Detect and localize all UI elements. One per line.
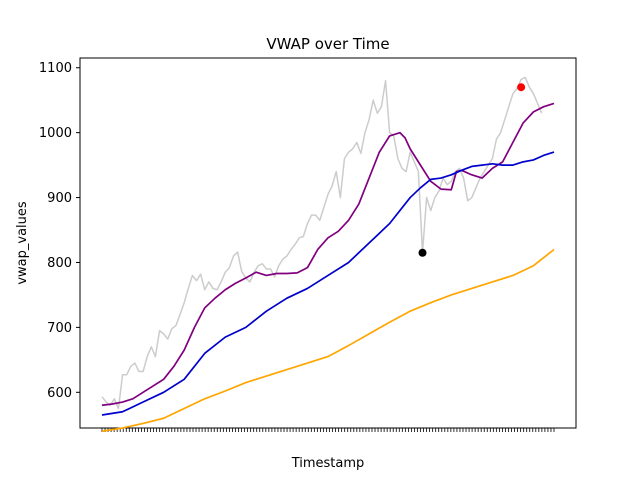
plot-area [79, 57, 577, 429]
x-axis-label: Timestamp [291, 456, 365, 471]
y-axis-label: vwap_values [15, 201, 30, 285]
point-marker [418, 248, 427, 257]
series-layer [101, 76, 555, 433]
y-tick-label: 900 [47, 191, 72, 206]
chart-title: VWAP over Time [266, 35, 389, 53]
x-axis-ticks [101, 428, 555, 432]
series-line [101, 76, 543, 410]
series-line [101, 151, 555, 416]
marker-layer [418, 83, 526, 257]
y-tick-label: 1100 [39, 61, 72, 76]
y-tick-label: 600 [47, 386, 72, 401]
y-tick-label: 800 [47, 256, 72, 271]
series-line [101, 102, 555, 407]
y-tick-label: 700 [47, 321, 72, 336]
y-axis: 600 700 800 900 1000 1100 [39, 61, 80, 401]
point-marker [517, 83, 526, 92]
series-line [101, 248, 555, 433]
y-tick-label: 1000 [39, 126, 72, 141]
